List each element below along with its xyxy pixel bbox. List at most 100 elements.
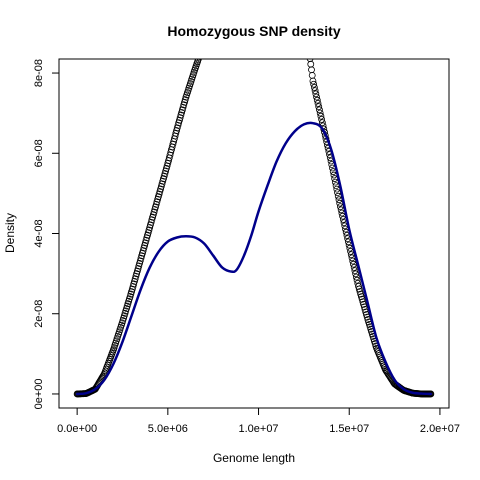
- density-point: [359, 298, 367, 306]
- density-point: [136, 257, 144, 265]
- y-tick-label: 6e-08: [33, 139, 45, 167]
- density-point: [136, 260, 143, 267]
- density-point: [310, 80, 318, 88]
- density-point: [155, 190, 163, 198]
- density-point: [130, 280, 138, 288]
- density-point: [159, 177, 167, 185]
- density-point: [162, 165, 170, 172]
- plot-frame: [58, 58, 450, 409]
- density-point: [149, 211, 157, 219]
- x-tick-label: 2.0e+07: [420, 423, 460, 435]
- density-point: [145, 226, 153, 234]
- y-axis-label: Density: [3, 213, 17, 253]
- density-point: [355, 283, 362, 290]
- density-point: [132, 272, 140, 280]
- density-point: [176, 116, 183, 124]
- density-point: [134, 265, 142, 272]
- density-point: [309, 77, 317, 85]
- density-point: [350, 264, 358, 271]
- density-point: [349, 257, 357, 265]
- density-point: [360, 300, 367, 308]
- density-point: [128, 288, 135, 296]
- density-point: [310, 84, 318, 91]
- density-point: [173, 127, 180, 134]
- density-point: [177, 111, 185, 119]
- density-point: [156, 188, 164, 195]
- density-point: [151, 206, 159, 213]
- density-point: [141, 242, 149, 249]
- density-point: [147, 221, 154, 229]
- density-point: [149, 213, 157, 221]
- density-point: [142, 236, 150, 244]
- density-point: [135, 262, 143, 270]
- density-point: [181, 96, 189, 104]
- y-tick-label: 8e-08: [33, 59, 45, 87]
- density-point: [313, 96, 321, 104]
- density-point: [350, 260, 357, 268]
- density-point: [133, 267, 141, 275]
- density-point: [311, 87, 319, 95]
- density-point: [175, 119, 183, 127]
- density-point: [153, 198, 161, 206]
- density-point: [161, 170, 169, 177]
- density-point: [196, 59, 202, 61]
- density-point: [358, 293, 365, 301]
- x-tick-label: 5.0e+06: [148, 423, 188, 435]
- density-point: [152, 203, 159, 211]
- density-point: [317, 112, 325, 120]
- density-point: [179, 103, 187, 111]
- density-point: [128, 285, 136, 293]
- density-point: [131, 275, 139, 283]
- density-point: [173, 124, 181, 132]
- x-tick-label: 0.0e+00: [57, 423, 97, 435]
- chart-title: Homozygous SNP density: [167, 23, 340, 39]
- density-point: [352, 270, 360, 278]
- density-point: [174, 121, 182, 129]
- density-point: [355, 285, 363, 293]
- series-layer: [73, 59, 435, 398]
- density-point: [178, 109, 186, 116]
- density-point: [318, 116, 326, 123]
- density-point: [157, 185, 164, 193]
- density-point: [315, 103, 323, 111]
- density-point: [150, 208, 158, 216]
- density-point: [131, 277, 138, 285]
- density-point: [160, 175, 167, 183]
- density-point: [178, 106, 186, 114]
- y-tick-label: 2e-08: [33, 300, 45, 328]
- density-point: [160, 172, 168, 180]
- density-point: [180, 101, 188, 109]
- density-point: [348, 254, 356, 262]
- density-point: [147, 218, 155, 226]
- density-point: [352, 273, 360, 281]
- density-point: [351, 267, 359, 275]
- density-point: [139, 247, 147, 254]
- density-point: [360, 303, 368, 311]
- density-point: [133, 270, 141, 278]
- density-point: [154, 193, 162, 201]
- density-point: [154, 195, 162, 203]
- density-point: [138, 252, 146, 260]
- density-point: [181, 98, 188, 106]
- density-point: [143, 234, 151, 242]
- density-point: [158, 180, 166, 188]
- density-point: [144, 229, 152, 237]
- density-point: [316, 109, 324, 117]
- density-point: [162, 167, 170, 175]
- density-point: [141, 239, 149, 247]
- density-point: [357, 290, 365, 298]
- x-tick-label: 1.0e+07: [238, 423, 278, 435]
- density-point: [139, 249, 146, 257]
- density-point: [312, 90, 320, 98]
- density-point: [129, 283, 137, 290]
- density-line: [75, 121, 433, 396]
- density-point: [314, 100, 322, 107]
- density-point: [146, 224, 154, 231]
- x-axis-label: Genome length: [213, 451, 295, 465]
- density-point: [313, 93, 320, 101]
- density-point: [316, 106, 323, 114]
- density-point: [163, 162, 171, 170]
- density-point: [152, 200, 160, 208]
